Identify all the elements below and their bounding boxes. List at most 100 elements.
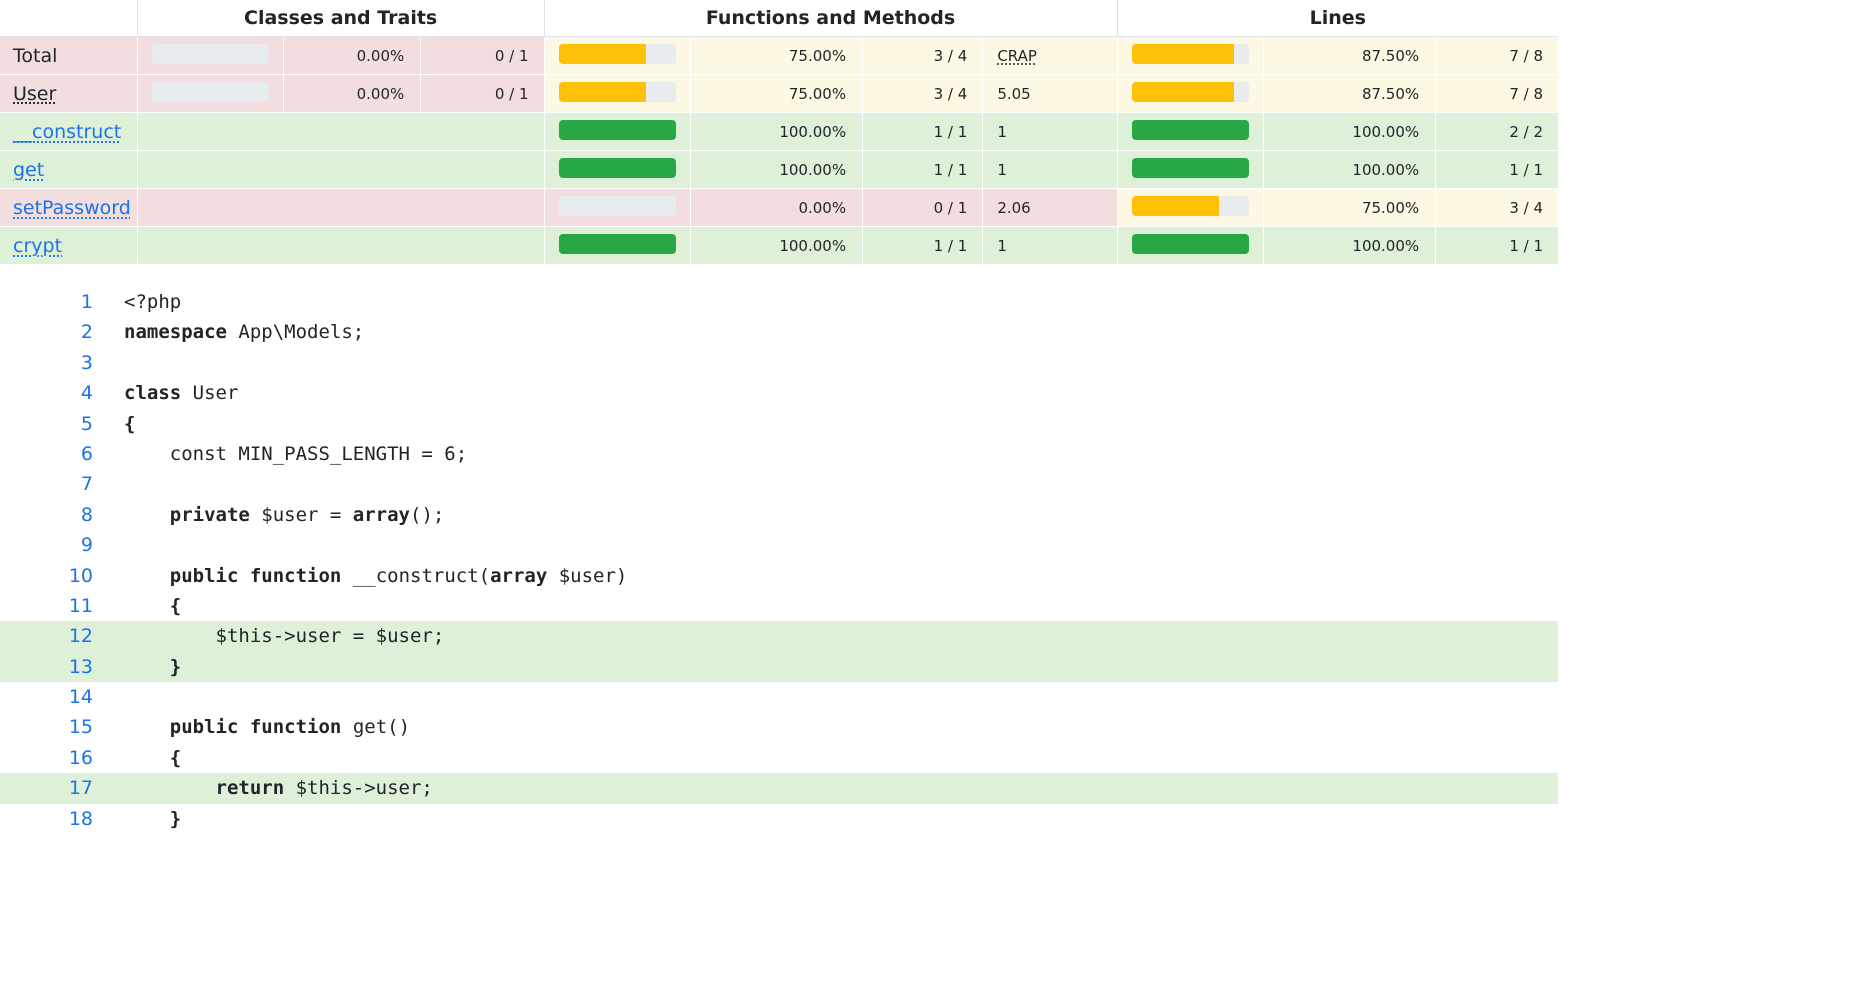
lines-coverage-bar (1131, 157, 1249, 178)
functions-percent: 75.00% (689, 74, 863, 113)
table-row: __construct 100.00% 1 / 1 1 100.00% 2 / 2 (0, 112, 1558, 151)
crap-value: 1 (997, 160, 1007, 179)
code-line: 6 const MIN_PASS_LENGTH = 6; (0, 439, 1558, 469)
lines-coverage-bar (1131, 195, 1249, 216)
classes-count: 0 / 1 (420, 36, 544, 75)
line-number[interactable]: 4 (80, 382, 93, 405)
code-text: public function __construct(array $user) (169, 564, 628, 587)
functions-count: 1 / 1 (862, 150, 983, 189)
row-name-cell: setPassword (0, 188, 138, 227)
line-number[interactable]: 10 (68, 564, 93, 587)
functions-count: 3 / 4 (862, 36, 983, 75)
classes-empty-cell (136, 188, 544, 227)
code-text: { (169, 594, 182, 617)
functions-coverage-bar-fill (558, 43, 647, 64)
functions-percent: 100.00% (689, 150, 863, 189)
code-line: 13 } (0, 651, 1558, 683)
crap-value: 2.06 (997, 198, 1031, 217)
functions-percent: 100.00% (689, 226, 863, 265)
functions-count: 0 / 1 (862, 188, 983, 227)
method-link[interactable]: crypt (13, 234, 63, 257)
code-line: 11 { (0, 591, 1558, 621)
lines-percent: 100.00% (1262, 112, 1436, 151)
code-line: 18 } (0, 804, 1558, 834)
line-number[interactable]: 17 (68, 777, 93, 800)
lines-count: 1 / 1 (1435, 150, 1558, 189)
code-text: private $user = array(); (169, 503, 445, 526)
code-text: <?php (124, 291, 182, 313)
code-line: 2 namespace App\Models; (0, 317, 1558, 347)
method-link[interactable]: get (13, 158, 45, 181)
line-number[interactable]: 11 (68, 594, 93, 617)
lines-percent: 100.00% (1262, 150, 1436, 189)
crap-value: CRAP (997, 46, 1037, 65)
method-link[interactable]: __construct (13, 120, 122, 143)
row-name-cell: Total (0, 36, 138, 75)
lines-bar-cell (1116, 112, 1264, 151)
functions-bar-cell (543, 150, 691, 189)
code-line: 10 public function __construct(array $us… (0, 561, 1558, 591)
functions-count: 1 / 1 (862, 226, 983, 265)
classes-coverage-bar (151, 43, 269, 64)
table-row: get 100.00% 1 / 1 1 100.00% 1 / 1 (0, 150, 1558, 189)
code-text: namespace App\Models; (124, 321, 365, 344)
line-number[interactable]: 5 (80, 412, 93, 435)
table-header-row: Classes and Traits Functions and Methods… (0, 0, 1558, 37)
code-text: $this->user = $user; (124, 625, 445, 648)
lines-bar-cell (1116, 36, 1264, 75)
line-number[interactable]: 8 (80, 503, 93, 526)
line-number[interactable]: 9 (80, 534, 93, 557)
lines-bar-cell (1116, 188, 1264, 227)
lines-count: 7 / 8 (1435, 36, 1558, 75)
line-number[interactable]: 7 (80, 473, 93, 496)
functions-coverage-bar (558, 43, 676, 64)
line-number[interactable]: 16 (68, 746, 93, 769)
line-number[interactable]: 14 (68, 686, 93, 709)
code-line: 17 return $this->user; (0, 773, 1558, 804)
functions-percent: 0.00% (689, 188, 863, 227)
line-number[interactable]: 12 (68, 625, 93, 648)
code-line: 15 public function get() (0, 712, 1558, 742)
classes-bar-cell (136, 74, 284, 113)
functions-coverage-bar (558, 195, 676, 216)
row-name: Total (13, 44, 58, 67)
line-number[interactable]: 3 (80, 351, 93, 374)
crap-cell: 2.06 (982, 188, 1118, 227)
code-text: public function get() (169, 716, 411, 739)
line-number[interactable]: 15 (68, 716, 93, 739)
lines-count: 7 / 8 (1435, 74, 1558, 113)
crap-cell: 1 (982, 226, 1118, 265)
classes-bar-cell (136, 36, 284, 75)
line-number[interactable]: 18 (68, 807, 93, 830)
table-row: setPassword 0.00% 0 / 1 2.06 75.00% 3 / 4 (0, 188, 1558, 227)
source-code-view: 1 <?php 2 namespace App\Models; 3 4 class User… (0, 287, 1859, 834)
crap-cell: 5.05 (982, 74, 1118, 113)
functions-bar-cell (543, 74, 691, 113)
functions-bar-cell (543, 188, 691, 227)
code-text: const MIN_PASS_LENGTH = 6; (124, 442, 468, 465)
code-line: 4 class User (0, 378, 1558, 408)
line-number[interactable]: 6 (80, 442, 93, 465)
row-name-cell: get (0, 150, 138, 189)
line-number[interactable]: 2 (80, 321, 93, 344)
classes-empty-cell (136, 112, 544, 151)
code-text: return $this->user; (215, 777, 433, 800)
method-link[interactable]: setPassword (13, 196, 131, 219)
coverage-table-body: Total 0.00% 0 / 1 75.00% 3 / 4 CRAP 87.50% 7 / … (0, 36, 1558, 265)
lines-coverage-bar-fill (1131, 233, 1249, 254)
lines-bar-cell (1116, 74, 1264, 113)
lines-coverage-bar-fill (1131, 81, 1234, 102)
lines-count: 1 / 1 (1435, 226, 1558, 265)
functions-coverage-bar-fill (558, 81, 647, 102)
code-line: 8 private $user = array(); (0, 500, 1558, 530)
crap-value: 1 (997, 122, 1007, 141)
coverage-report: Classes and Traits Functions and Methods… (0, 0, 1859, 834)
line-number[interactable]: 13 (68, 655, 93, 678)
classes-empty-cell (136, 150, 544, 189)
header-functions-and-methods: Functions and Methods (543, 0, 1118, 37)
header-blank (0, 0, 138, 37)
crap-value: 5.05 (997, 84, 1031, 103)
line-number[interactable]: 1 (80, 291, 93, 313)
lines-coverage-bar-fill (1131, 43, 1234, 64)
functions-percent: 75.00% (689, 36, 863, 75)
